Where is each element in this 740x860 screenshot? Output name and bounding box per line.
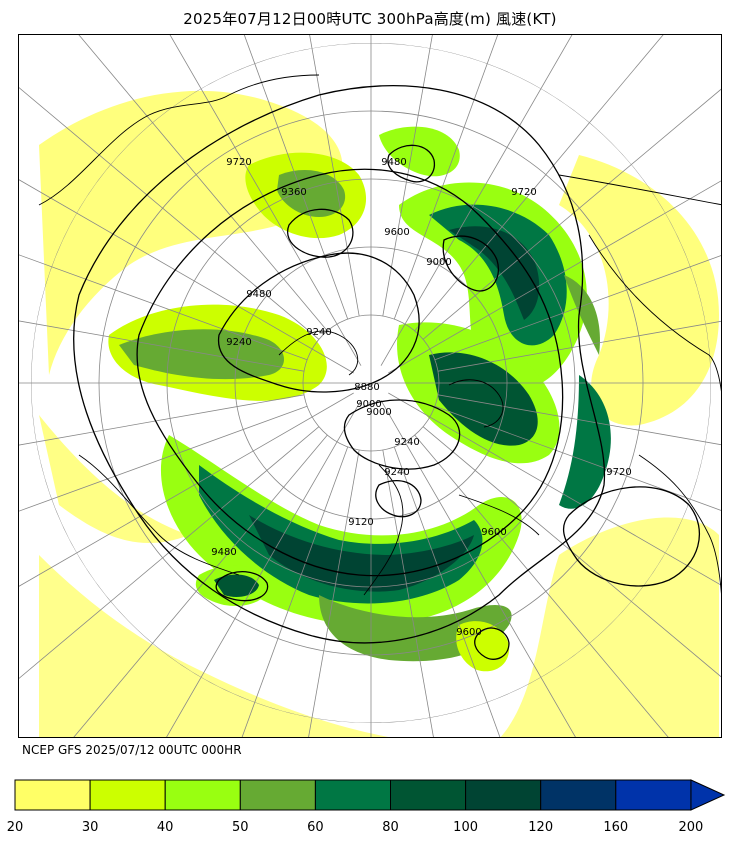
meridian-line (243, 35, 349, 320)
contour-label: 9000 (366, 407, 391, 418)
meridian-line (241, 446, 349, 737)
meridian-line (19, 394, 305, 446)
colorbar-tick-label: 30 (81, 820, 99, 835)
colorbar-segment (164, 779, 241, 811)
colorbar-segment (239, 779, 316, 811)
contour-label: 9480 (246, 289, 271, 300)
meridian-line (382, 35, 433, 317)
contour-label: 9480 (211, 547, 236, 558)
contour-label: 8880 (354, 382, 379, 393)
contour-label: 9000 (426, 257, 451, 268)
height-contours (73, 84, 701, 660)
model-run-footer: NCEP GFS 2025/07/12 00UTC 000HR (22, 743, 242, 757)
colorbar-tick-label: 120 (528, 820, 554, 835)
contour-label: 9240 (306, 327, 331, 338)
meridian-line (388, 392, 721, 586)
meridian-line (19, 426, 320, 679)
colorbar-boxes (14, 779, 692, 811)
meridian-line (437, 394, 721, 446)
meridian-line (19, 87, 320, 340)
meridian-line (434, 255, 721, 361)
colorbar-segment (615, 779, 692, 811)
meridian-line (19, 179, 354, 374)
map-canvas: 9720 9360 9480 9600 9720 9480 9240 9000 9240 9000… (19, 35, 721, 737)
colorbar-segment (314, 779, 391, 811)
colorbar-tick-label: 40 (156, 820, 174, 835)
contour-label: 9480 (381, 157, 406, 168)
colorbar-segment (540, 779, 617, 811)
contour-label: 9600 (481, 527, 506, 538)
meridian-line (78, 35, 328, 332)
colorbar-extend-arrow (690, 779, 726, 811)
contour-labels: 9720 9360 9480 9600 9720 9480 9240 9000 9240 9000… (211, 157, 631, 638)
colorbar-segment (14, 779, 91, 811)
meridian-line (19, 254, 308, 361)
meridian-line (393, 35, 499, 320)
meridian-line (380, 400, 576, 737)
colorbar-tick-label: 100 (453, 820, 479, 835)
colorbar-tick-label: 50 (232, 820, 249, 835)
meridians (19, 35, 721, 737)
meridian-line (380, 35, 573, 366)
coastlines (38, 74, 721, 596)
colorbar-tick-label: 80 (382, 820, 399, 835)
colorbar-tick-label: 20 (6, 820, 24, 835)
contour-label: 9120 (348, 517, 373, 528)
contour-label: 9240 (384, 467, 409, 478)
meridian-line (422, 426, 721, 678)
contour-label: 9720 (511, 187, 536, 198)
polar-map: 9720 9360 9480 9600 9720 9480 9240 9000 9240 9000… (18, 34, 722, 738)
colorbar-segment (390, 779, 467, 811)
colorbar-tick-label: 160 (603, 820, 629, 835)
contour-label: 9720 (226, 157, 251, 168)
contour-label: 9600 (384, 227, 409, 238)
meridian-line (388, 180, 721, 374)
wind-speed-colorbar (14, 779, 726, 811)
colorbar-segment (89, 779, 166, 811)
meridian-line (414, 434, 669, 737)
contour-label: 9600 (456, 627, 481, 638)
contour-label: 9720 (606, 467, 631, 478)
meridian-line (19, 405, 308, 512)
meridian-line (382, 449, 434, 737)
contour-label: 9360 (281, 187, 306, 198)
map-title: 2025年07月12日00時UTC 300hPa高度(m) 風速(KT) (183, 10, 557, 28)
meridian-line (169, 35, 362, 366)
contour-label: 9240 (394, 437, 419, 448)
meridian-line (422, 88, 721, 340)
colorbar-tick-label: 200 (678, 820, 704, 835)
meridian-line (308, 449, 360, 737)
meridian-line (393, 446, 501, 737)
meridian-line (19, 320, 305, 372)
meridian-line (73, 434, 328, 737)
meridian-line (434, 405, 721, 511)
contour-label: 9240 (226, 337, 251, 348)
colorbar-segment (465, 779, 542, 811)
meridian-line (19, 392, 354, 587)
meridian-line (309, 35, 360, 317)
colorbar-tick-label: 60 (307, 820, 324, 835)
wind-speed-shading (39, 90, 719, 737)
meridian-line (437, 320, 721, 372)
contour-label: 9000 (356, 399, 381, 410)
